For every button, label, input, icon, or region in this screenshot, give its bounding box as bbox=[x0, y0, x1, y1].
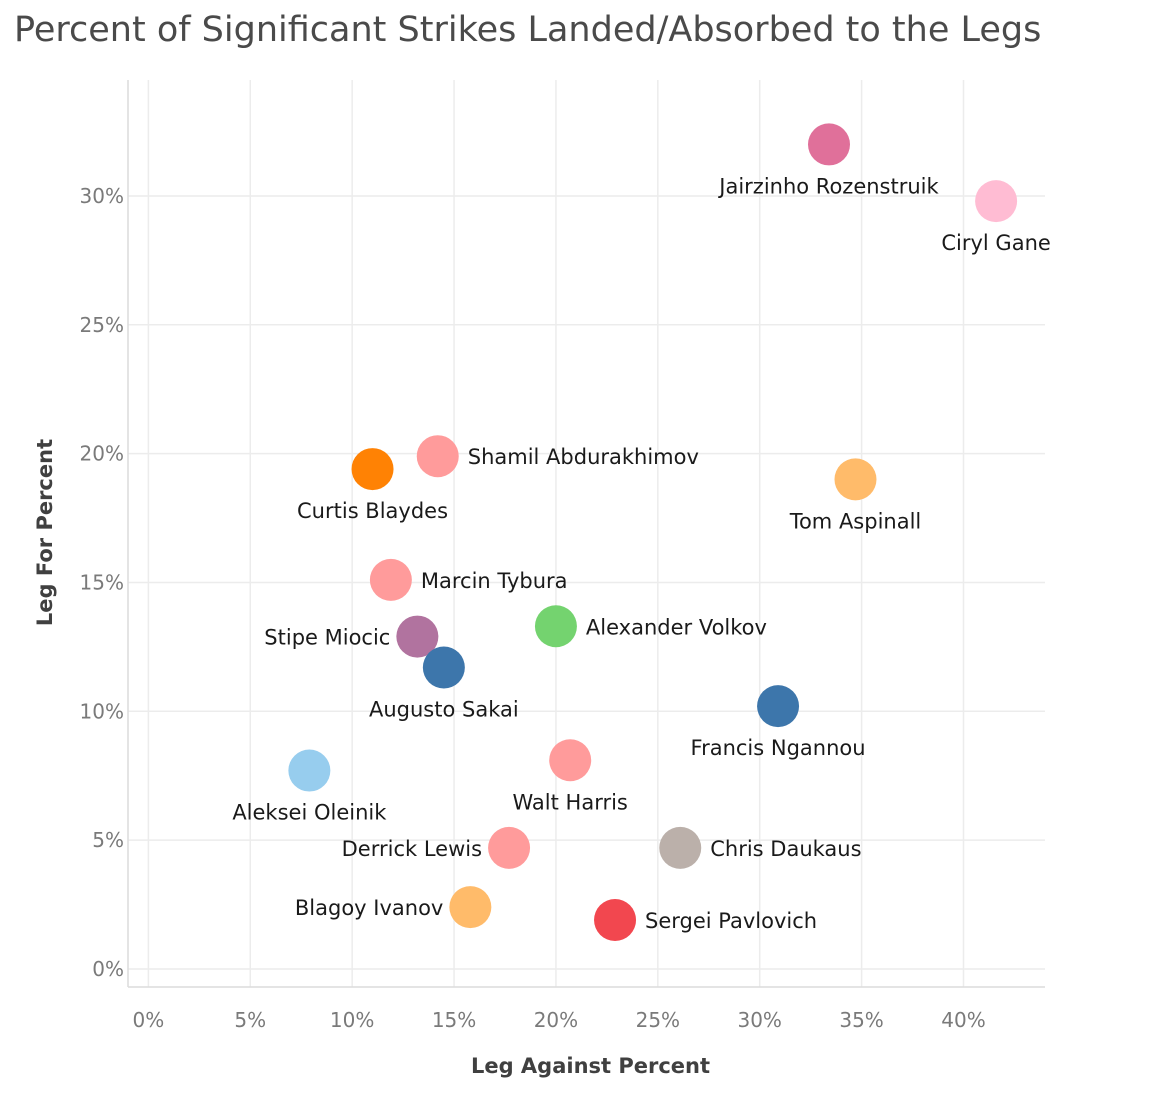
y-tick-label: 5% bbox=[92, 828, 124, 852]
point-label: Sergei Pavlovich bbox=[645, 909, 817, 933]
point-label: Marcin Tybura bbox=[421, 569, 568, 593]
data-point bbox=[288, 749, 331, 792]
data-point bbox=[534, 605, 577, 648]
point-label: Curtis Blaydes bbox=[297, 499, 448, 523]
data-points bbox=[288, 123, 1018, 942]
point-label: Tom Aspinall bbox=[789, 509, 922, 533]
data-point bbox=[351, 448, 394, 491]
y-tick-label: 10% bbox=[80, 699, 124, 723]
y-tick-label: 0% bbox=[92, 957, 124, 981]
point-label: Alexander Volkov bbox=[586, 615, 767, 639]
grid-lines bbox=[128, 80, 1045, 987]
y-axis-title: Leg For Percent bbox=[33, 439, 57, 626]
chart-title: Percent of Significant Strikes Landed/Ab… bbox=[14, 10, 1042, 50]
data-point bbox=[449, 886, 492, 929]
x-tick-label: 10% bbox=[330, 1008, 374, 1032]
x-tick-label: 35% bbox=[839, 1008, 883, 1032]
x-tick-label: 30% bbox=[737, 1008, 781, 1032]
point-label: Ciryl Gane bbox=[941, 231, 1050, 255]
y-tick-label: 30% bbox=[80, 184, 124, 208]
point-label: Chris Daukaus bbox=[710, 837, 861, 861]
point-label: Jairzinho Rozenstruik bbox=[717, 174, 939, 198]
data-point bbox=[659, 826, 702, 869]
point-label: Walt Harris bbox=[513, 790, 628, 814]
point-label: Augusto Sakai bbox=[369, 697, 519, 721]
x-axis-title: Leg Against Percent bbox=[471, 1054, 710, 1078]
x-tick-label: 5% bbox=[234, 1008, 266, 1032]
y-tick-label: 20% bbox=[80, 442, 124, 466]
point-label: Francis Ngannou bbox=[691, 736, 866, 760]
data-point bbox=[369, 558, 412, 601]
x-tick-label: 40% bbox=[941, 1008, 985, 1032]
data-point bbox=[396, 615, 439, 658]
tick-labels: 0% 5% 10% 15% 20% 25% 30% 35% 40% 0% 5% 10% 15% 20% 25… bbox=[80, 184, 986, 1032]
y-tick-label: 25% bbox=[80, 313, 124, 337]
x-tick-label: 0% bbox=[133, 1008, 165, 1032]
data-point bbox=[422, 646, 465, 689]
point-label: Blagoy Ivanov bbox=[295, 896, 443, 920]
data-point bbox=[757, 685, 800, 728]
point-label: Derrick Lewis bbox=[342, 837, 482, 861]
point-label: Shamil Abdurakhimov bbox=[468, 445, 699, 469]
data-point bbox=[834, 458, 877, 501]
data-point bbox=[488, 826, 531, 869]
data-point bbox=[416, 435, 459, 478]
x-tick-label: 25% bbox=[636, 1008, 680, 1032]
data-point bbox=[975, 180, 1018, 223]
data-point bbox=[807, 123, 850, 166]
data-point bbox=[594, 899, 637, 942]
axes bbox=[127, 80, 1045, 988]
data-labels: Jairzinho Rozenstruik Ciryl Gane Shamil Ab… bbox=[232, 174, 1050, 933]
x-tick-label: 20% bbox=[534, 1008, 578, 1032]
point-label: Aleksei Oleinik bbox=[232, 801, 387, 825]
data-point bbox=[549, 739, 592, 782]
point-label: Stipe Miocic bbox=[264, 626, 390, 650]
x-tick-label: 15% bbox=[432, 1008, 476, 1032]
y-tick-label: 15% bbox=[80, 570, 124, 594]
